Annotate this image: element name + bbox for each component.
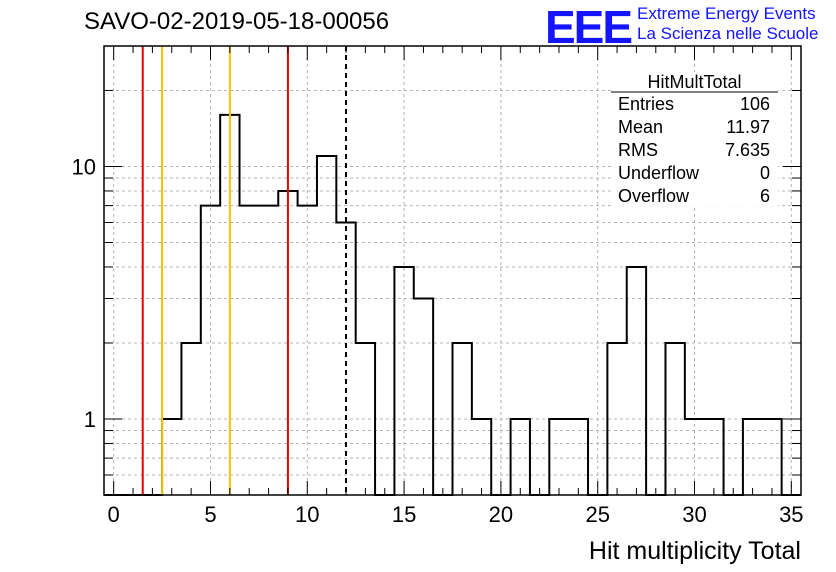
histogram-bin [414, 299, 433, 495]
histogram-bin [704, 419, 723, 495]
histogram-bin [240, 206, 259, 495]
x-tick-label: 35 [779, 502, 803, 527]
histogram-bin [627, 267, 646, 495]
x-tick-label: 5 [204, 502, 216, 527]
stats-value: 106 [740, 94, 770, 114]
plot-frame [103, 45, 802, 496]
stats-value: 11.97 [726, 117, 770, 137]
histogram-outline [104, 113, 801, 496]
y-tick-label: 10 [72, 154, 96, 179]
x-tick-label: 20 [489, 502, 513, 527]
x-tick-label: 15 [392, 502, 416, 527]
logo-line-1: Extreme Energy Events [637, 4, 816, 23]
stats-value: 7.635 [725, 140, 770, 160]
stats-name: HitMultTotal [647, 72, 741, 92]
stats-box [611, 72, 778, 206]
histogram-bin [317, 156, 336, 495]
stats-label: Mean [618, 117, 663, 137]
x-tick-label: 0 [108, 502, 120, 527]
eee-logo: EEE [545, 1, 633, 53]
histogram-bin [201, 206, 220, 495]
stats-label: Underflow [618, 163, 700, 183]
histogram-bin [298, 206, 317, 495]
logo-line-2: La Scienza nelle Scuole [637, 24, 819, 43]
histogram-bin [549, 419, 568, 495]
histogram-bin [453, 343, 472, 495]
x-tick-label: 30 [682, 502, 706, 527]
stats-label: RMS [618, 140, 658, 160]
x-tick-label: 25 [585, 502, 609, 527]
stats-value: 6 [760, 186, 770, 206]
x-axis-title: Hit multiplicity Total [589, 537, 801, 565]
run-title: SAVO-02-2019-05-18-00056 [84, 8, 390, 35]
stats-label: Entries [618, 94, 674, 114]
histogram-bin [259, 206, 278, 495]
stats-value: 0 [760, 163, 770, 183]
x-tick-label: 10 [295, 502, 319, 527]
y-tick-label: 1 [84, 407, 96, 432]
stats-label: Overflow [618, 186, 690, 206]
